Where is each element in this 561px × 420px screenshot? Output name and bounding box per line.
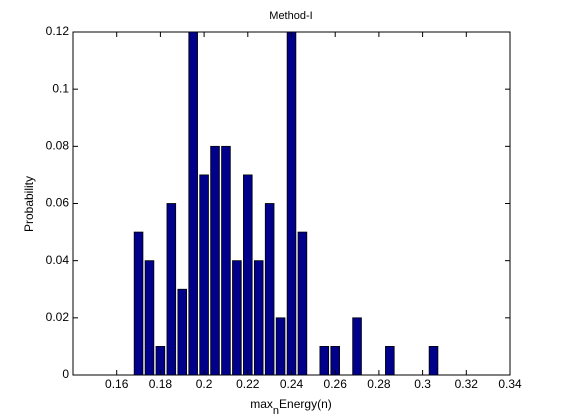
bar [286, 31, 297, 376]
bar [232, 260, 242, 376]
bar [385, 346, 395, 376]
x-tick-label: 0.34 [498, 377, 522, 391]
x-label-main: max [250, 397, 273, 411]
bar [199, 174, 209, 376]
y-tick-label: 0 [62, 367, 69, 381]
x-tick-label: 0.16 [105, 377, 129, 391]
chart-title: Method-I [269, 10, 312, 22]
x-label-subscript: n [273, 405, 279, 417]
x-tick-label: 0.24 [280, 377, 304, 391]
x-tick-label: 0.3 [414, 377, 431, 391]
bar [264, 203, 275, 376]
bar [144, 260, 155, 376]
y-tick-label: 0.08 [46, 139, 70, 153]
bar [188, 31, 198, 376]
y-tick-label: 0.06 [46, 196, 70, 210]
y-axis-label: Probability [22, 176, 36, 232]
x-axis-label: maxnEnergy(n) [250, 397, 331, 417]
bar [177, 288, 188, 376]
bar [166, 203, 177, 376]
x-tick-label: 0.32 [455, 377, 479, 391]
x-label-rest: Energy(n) [279, 397, 332, 411]
bar [221, 145, 231, 376]
y-tick-label: 0.02 [46, 310, 70, 324]
y-tick-label: 0.04 [46, 253, 70, 267]
bar [428, 346, 439, 376]
bar [275, 317, 286, 376]
bar [352, 317, 362, 376]
bar [133, 231, 144, 376]
x-tick-label: 0.22 [236, 377, 260, 391]
y-tick-label: 0.12 [46, 24, 70, 38]
x-tick-label: 0.28 [367, 377, 391, 391]
bar [297, 231, 308, 376]
x-tick-label: 0.18 [149, 377, 173, 391]
bar [319, 346, 330, 376]
y-tick-label: 0.1 [52, 81, 69, 95]
bar [210, 145, 220, 376]
bar [243, 174, 253, 376]
x-tick-label: 0.26 [324, 377, 348, 391]
x-tick-label: 0.2 [196, 377, 213, 391]
bar [253, 260, 264, 376]
